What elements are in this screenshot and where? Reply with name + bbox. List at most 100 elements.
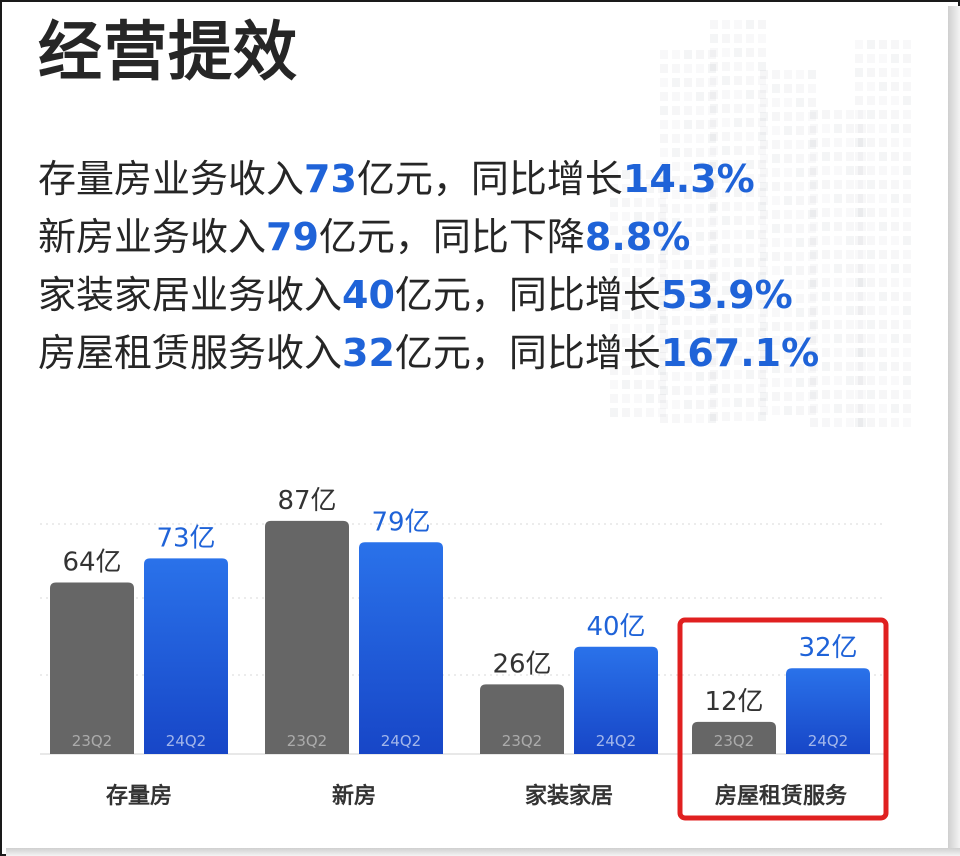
building-window	[867, 166, 875, 175]
building-window	[808, 336, 816, 345]
building-window	[708, 148, 716, 157]
building-window	[772, 196, 780, 205]
building-window	[810, 390, 818, 399]
building-window	[708, 134, 716, 143]
building-window	[660, 400, 668, 409]
building-window	[646, 170, 654, 179]
building-window	[784, 84, 792, 93]
building-window	[696, 344, 704, 353]
building-window	[808, 392, 816, 401]
building-window	[808, 126, 816, 135]
building-window	[822, 292, 830, 301]
building-window	[808, 140, 816, 149]
building-window	[734, 104, 742, 113]
building-window	[722, 244, 730, 253]
building-window	[696, 400, 704, 409]
building-window	[858, 152, 866, 161]
building-window	[846, 166, 854, 175]
building-window	[658, 254, 666, 263]
building-window	[746, 62, 754, 71]
building-window	[722, 174, 730, 183]
building-window	[610, 240, 618, 249]
building-window	[855, 194, 863, 203]
building-window	[760, 266, 768, 275]
building-window	[658, 310, 666, 319]
building-window	[867, 404, 875, 413]
building-window	[760, 238, 768, 247]
building-window	[708, 204, 716, 213]
building-window	[646, 198, 654, 207]
building-window	[634, 296, 642, 305]
frame-shadow-bottom	[6, 848, 960, 856]
building-window	[758, 20, 766, 29]
building-window	[760, 98, 768, 107]
building-window	[696, 358, 704, 367]
stat-rate: 53.9%	[660, 273, 793, 317]
building-window	[760, 182, 768, 191]
building-window	[722, 272, 730, 281]
building-window	[858, 166, 866, 175]
building-window	[684, 386, 692, 395]
building-window	[867, 54, 875, 63]
building-window	[672, 190, 680, 199]
building-window	[834, 390, 842, 399]
building-window	[696, 372, 704, 381]
building-window	[710, 90, 718, 99]
building-window	[710, 76, 718, 85]
building-window	[610, 366, 618, 375]
building-window	[772, 266, 780, 275]
building-window	[846, 348, 854, 357]
building-window	[646, 408, 654, 417]
building-window	[784, 154, 792, 163]
building-window	[858, 194, 866, 203]
building-window	[672, 120, 680, 129]
building-window	[867, 376, 875, 385]
building-window	[610, 296, 618, 305]
building-window	[634, 338, 642, 347]
building-window	[696, 232, 704, 241]
building-window	[867, 306, 875, 315]
building-window	[796, 280, 804, 289]
building-window	[855, 376, 863, 385]
building-window	[710, 328, 718, 337]
bar-23q2	[50, 582, 134, 754]
building-window	[891, 376, 899, 385]
category-label: 存量房	[106, 783, 172, 809]
building-window	[855, 82, 863, 91]
building-window	[660, 218, 668, 227]
building-window	[891, 40, 899, 49]
building-window	[822, 348, 830, 357]
building-window	[760, 126, 768, 135]
building-window	[879, 376, 887, 385]
building-window	[734, 132, 742, 141]
building-window	[808, 406, 816, 415]
building-window	[746, 160, 754, 169]
building-window	[646, 212, 654, 221]
building-window	[867, 320, 875, 329]
building-window	[760, 224, 768, 233]
building-window	[760, 70, 768, 79]
building-window	[834, 334, 842, 343]
building-window	[879, 348, 887, 357]
building-window	[646, 268, 654, 277]
building-window	[772, 308, 780, 317]
building-window	[879, 418, 887, 427]
building-window	[891, 138, 899, 147]
building-window	[891, 418, 899, 427]
building-window	[658, 212, 666, 221]
building-window	[660, 260, 668, 269]
building-window	[710, 146, 718, 155]
building-window	[810, 124, 818, 133]
building-window	[834, 376, 842, 385]
building-window	[810, 166, 818, 175]
building-window	[622, 226, 630, 235]
building-window	[903, 348, 911, 357]
building-window	[634, 408, 642, 417]
building-window	[879, 82, 887, 91]
bar-23q2	[265, 520, 349, 754]
building-window	[746, 48, 754, 57]
building-window	[634, 184, 642, 193]
bar-value-label: 40亿	[586, 612, 645, 642]
building-window	[858, 110, 866, 119]
building-window	[772, 238, 780, 247]
